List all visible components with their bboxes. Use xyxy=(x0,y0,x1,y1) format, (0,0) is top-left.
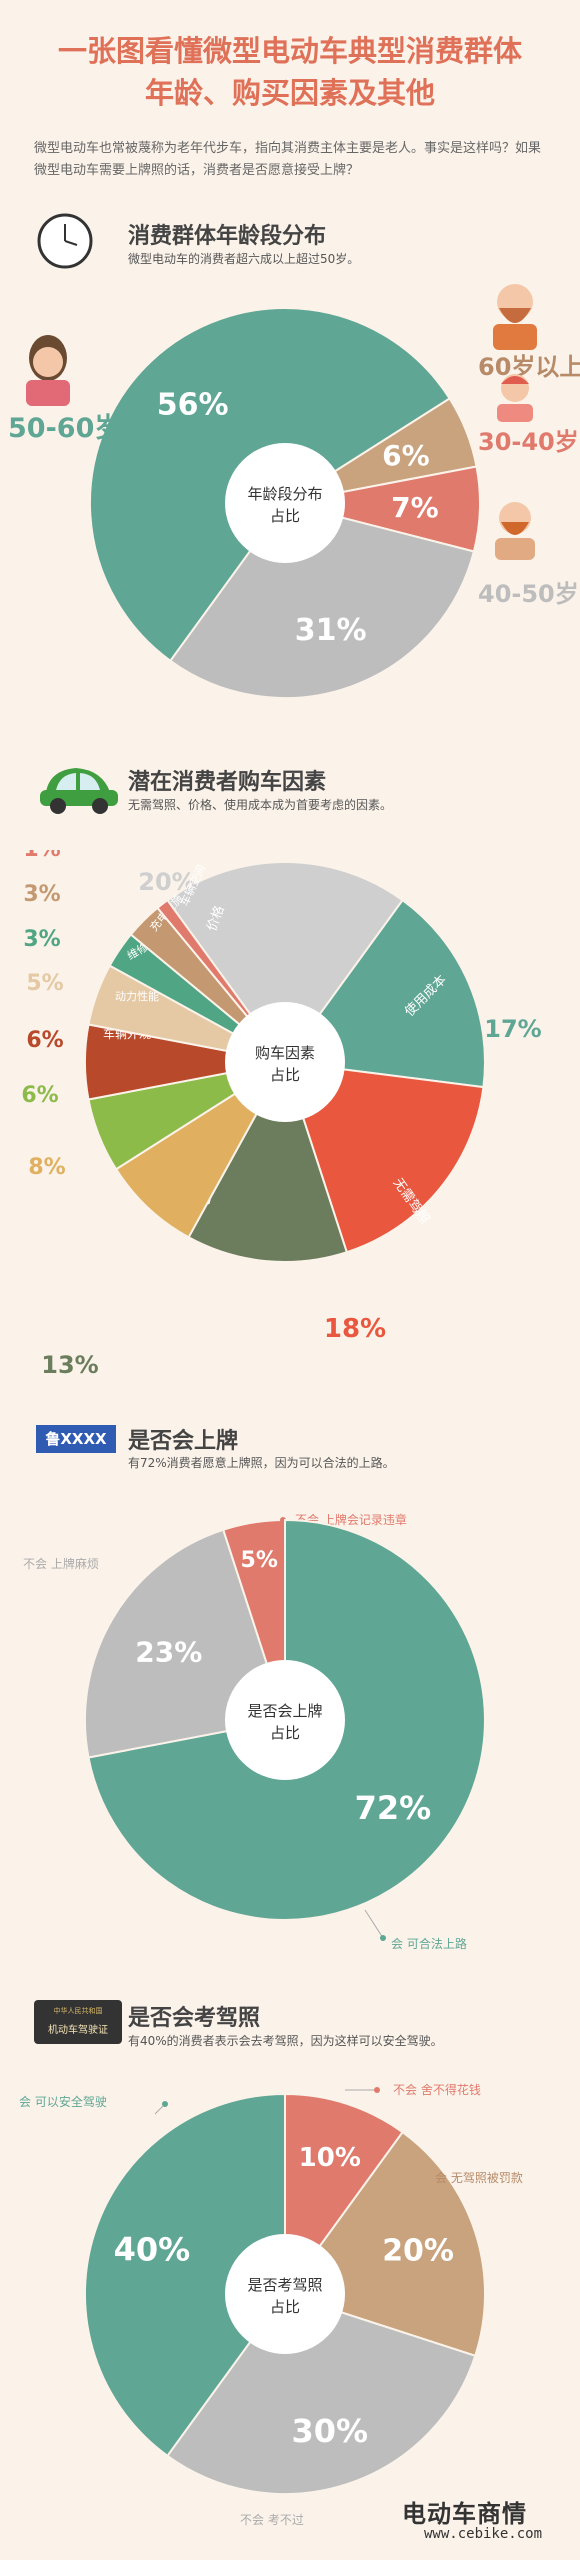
license-section-title: 是否会考驾照 xyxy=(128,2006,261,2031)
license-section-subtitle: 有40%的消费者表示会去考驾照，因为这样可以安全驾驶。 xyxy=(128,2034,443,2048)
license-card-top-text: 中华人民共和国 xyxy=(53,2007,103,2015)
age-label-50-60: 50-60岁 xyxy=(8,413,121,444)
category-label-2-2: 不会 上牌麻烦 xyxy=(23,1556,99,1571)
license-plate-badge: 鲁XXXX xyxy=(36,1425,116,1453)
center-label-line2-3: 占比 xyxy=(270,2298,300,2316)
value-label-3-3: 40% xyxy=(114,2231,191,2269)
donut-center-1 xyxy=(225,1002,345,1122)
category-label-3-1: 会 无驾照被罚款 xyxy=(435,2171,523,2185)
person-bald-icon xyxy=(493,284,537,350)
center-label-line1-2: 是否会上牌 xyxy=(247,1702,322,1720)
slice-1-3 xyxy=(187,1059,349,1263)
age-section-title: 消费群体年龄段分布 xyxy=(128,224,327,249)
license-card-main-text: 机动车驾驶证 xyxy=(48,2025,108,2036)
leader-dot-2-1 xyxy=(380,1935,386,1941)
donut-center-0 xyxy=(225,443,345,563)
value-label-1-6: 6% xyxy=(26,1028,63,1053)
value-label-2-2: 23% xyxy=(135,1635,202,1668)
driving-license-card: 中华人民共和国 机动车驾驶证 xyxy=(34,2000,122,2044)
slice-3-2 xyxy=(166,2292,477,2495)
value-label-1-4: 8% xyxy=(28,1155,65,1180)
category-label-3-3: 会 可以安全驾驶 xyxy=(19,2094,107,2109)
value-label-3-1: 20% xyxy=(382,2234,454,2269)
category-label-2-1: 会 可合法上路 xyxy=(391,1936,467,1950)
value-label-1-1: 17% xyxy=(484,1015,541,1043)
license-chart: 10% 不会 舍不得花钱 20% 会 无驾照被罚款 30% 不会 考不过 40% 会 可以安全… xyxy=(19,2082,523,2527)
leader-dot-3-3 xyxy=(162,2101,168,2107)
value-label-0-0: 56% xyxy=(157,388,229,423)
value-label-1-9: 3% xyxy=(23,882,60,907)
factors-chart: 20%价格17%使用成本18%无需驾照13%电池续航8%安全性6%绿色环保6%车… xyxy=(21,850,541,1379)
factors-section-subtitle: 无需驾照、价格、使用成本成为首要考虑的因素。 xyxy=(128,798,393,812)
value-label-1-0: 20% xyxy=(138,868,195,896)
plate-section-subtitle: 有72%消费者愿意上牌照，因为可以合法的上路。 xyxy=(128,1456,395,1470)
center-label-line1-3: 是否考驾照 xyxy=(247,2276,322,2294)
leader-dot-3-0 xyxy=(374,2087,380,2093)
donut-center-2 xyxy=(225,1660,345,1780)
category-label-3-2: 不会 考不过 xyxy=(240,2513,304,2527)
intro-text: 微型电动车也常被蔑称为老年代步车，指向其消费主体主要是老人。事实是这样吗？如果微… xyxy=(34,141,542,178)
value-label-1-7: 5% xyxy=(26,971,63,996)
person-beard-icon xyxy=(495,502,535,560)
age-label-30-40: 30-40岁 xyxy=(478,428,579,456)
value-label-3-0: 10% xyxy=(299,2143,361,2173)
car-icon xyxy=(40,768,118,814)
slice-0-3 xyxy=(169,501,476,699)
page-title-line1: 一张图看懂微型电动车典型消费群体 xyxy=(57,34,522,68)
center-label-line2-1: 占比 xyxy=(270,1066,300,1084)
category-label-1-7: 动力性能 xyxy=(115,989,159,1003)
page-title: 一张图看懂微型电动车典型消费群体 年龄、购买因素及其他 xyxy=(0,30,580,114)
value-label-3-2: 30% xyxy=(292,2412,369,2450)
page-title-line2: 年龄、购买因素及其他 xyxy=(144,76,435,110)
category-label-3-0: 不会 舍不得花钱 xyxy=(393,2082,481,2097)
center-label-line2-2: 占比 xyxy=(270,1724,300,1742)
license-donut: 10% 不会 舍不得花钱 20% 会 无驾照被罚款 30% 不会 考不过 40% 会 可以安全… xyxy=(19,2082,523,2527)
value-label-0-2: 7% xyxy=(391,491,439,524)
age-section-subtitle: 微型电动车的消费者超六成以上超过50岁。 xyxy=(128,252,360,266)
value-label-1-10: 1% xyxy=(23,850,60,862)
center-label-line1-0: 年龄段分布 xyxy=(247,485,322,503)
watermark-name: 电动车商情 xyxy=(402,2500,527,2528)
person-female-icon xyxy=(26,335,70,406)
value-label-2-0: 5% xyxy=(241,1548,278,1573)
value-label-1-8: 3% xyxy=(23,927,60,952)
value-label-1-3: 13% xyxy=(41,1351,98,1379)
age-label-60-plus: 60岁以上 xyxy=(478,353,580,381)
watermark-site: www.cebike.com xyxy=(424,2526,543,2542)
center-label-line2-0: 占比 xyxy=(270,507,300,525)
factors-donut: 20%价格17%使用成本18%无需驾照13%电池续航8%安全性6%绿色环保6%车… xyxy=(21,850,541,1379)
donut-center-3 xyxy=(225,2234,345,2354)
person-young-icon xyxy=(497,374,533,422)
value-label-2-1: 72% xyxy=(355,1789,432,1827)
factors-section-title: 潜在消费者购车因素 xyxy=(128,770,327,795)
slice-1-0 xyxy=(166,860,404,1064)
center-label-line1-1: 购车因素 xyxy=(255,1044,315,1062)
age-label-40-50: 40-50岁 xyxy=(478,580,579,608)
plate-section-title: 是否会上牌 xyxy=(128,1429,239,1454)
slice-1-4 xyxy=(114,1061,286,1239)
value-label-1-2: 18% xyxy=(324,1314,386,1344)
slice-3-3 xyxy=(83,2092,286,2458)
value-label-0-3: 31% xyxy=(295,613,367,648)
slice-1-2 xyxy=(283,1060,485,1254)
value-label-1-5: 6% xyxy=(21,1083,58,1108)
clock-icon xyxy=(37,213,93,269)
leader-line-2-1 xyxy=(364,1909,384,1939)
value-label-0-1: 6% xyxy=(382,439,430,472)
